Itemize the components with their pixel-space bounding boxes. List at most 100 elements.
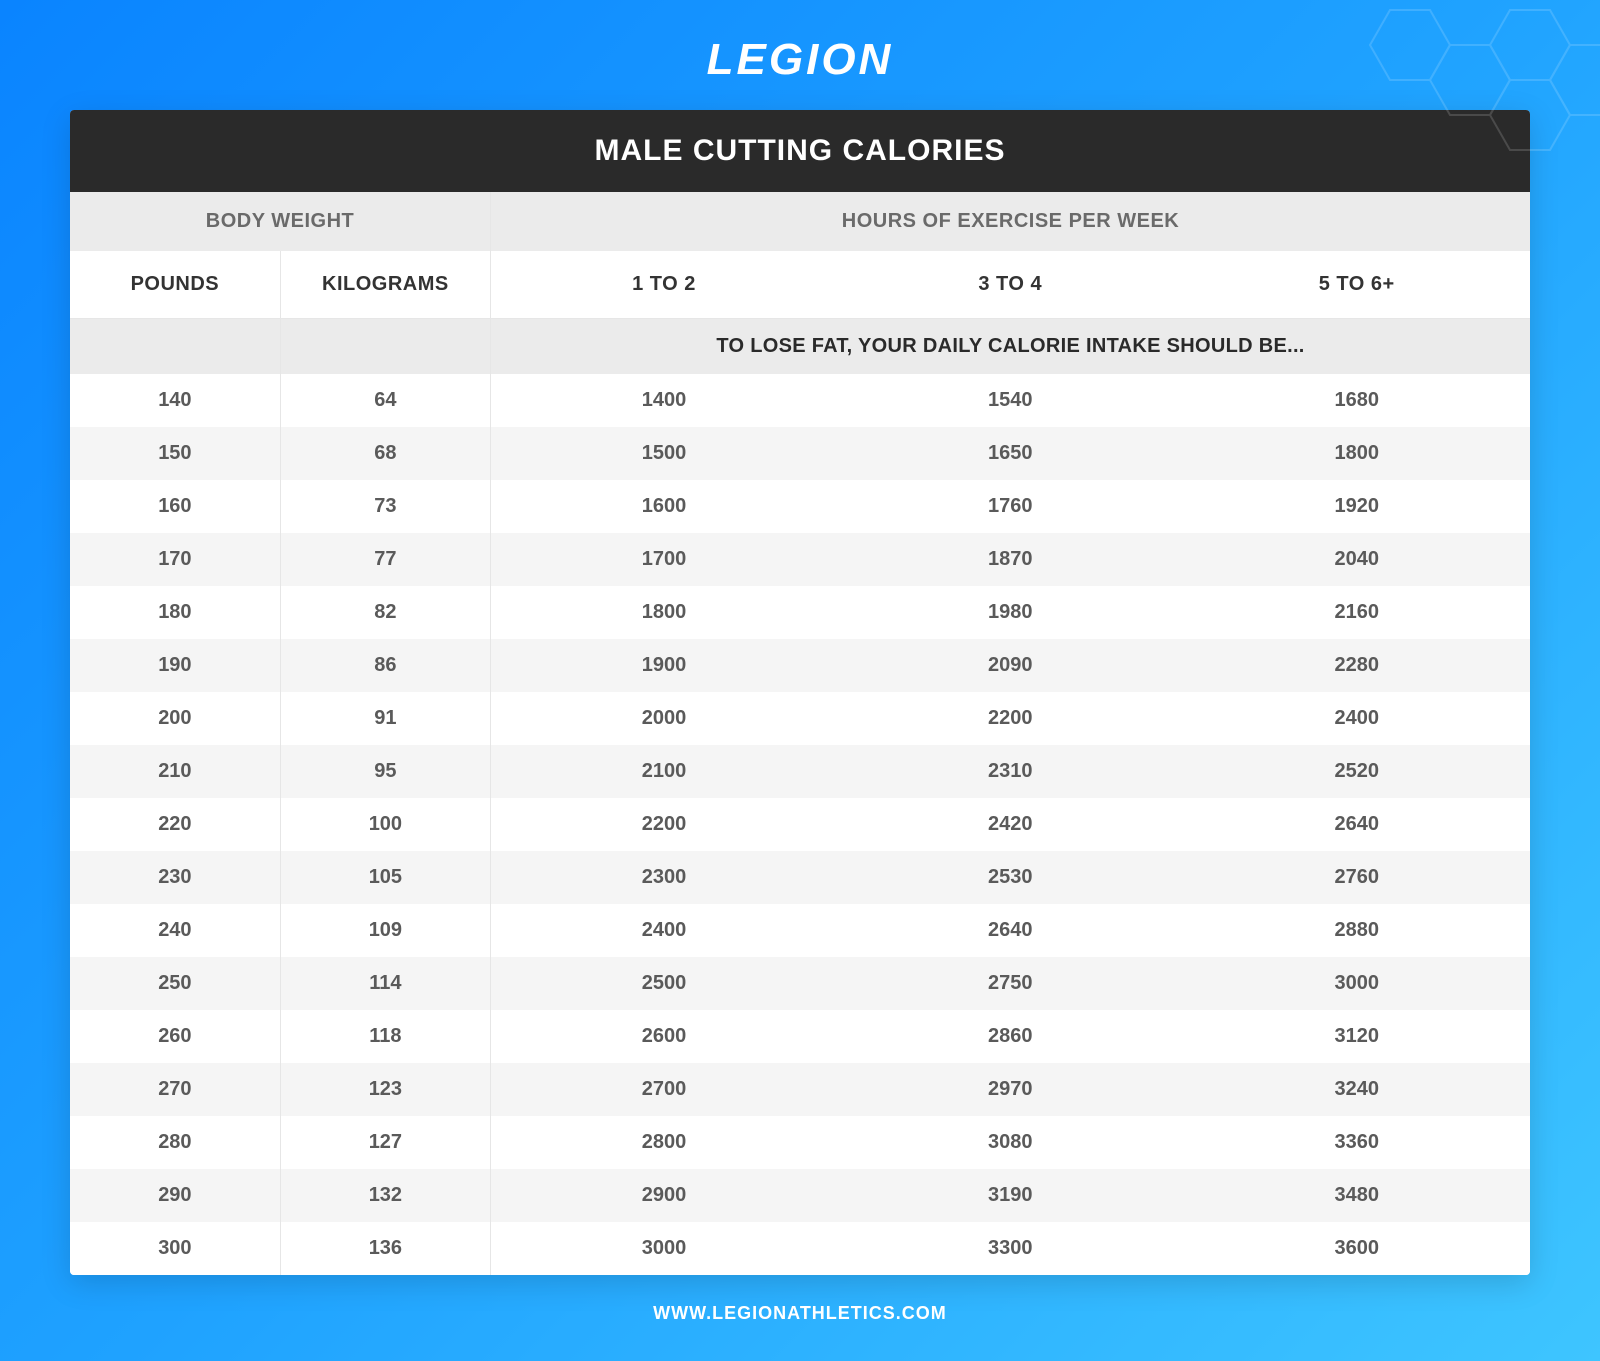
table-cell: 260 [70,1010,280,1063]
table-cell: 127 [280,1116,490,1169]
table-cell: 2280 [1183,639,1530,692]
table-row: 220100220024202640 [70,798,1530,851]
note-text: TO LOSE FAT, YOUR DAILY CALORIE INTAKE S… [491,319,1531,375]
table-cell: 123 [280,1063,490,1116]
table-cell: 91 [280,692,490,745]
table-cell: 2420 [837,798,1183,851]
brand-logo: LEGION [0,0,1600,110]
table-cell: 2640 [837,904,1183,957]
table-cell: 64 [280,374,490,427]
card-title: MALE CUTTING CALORIES [70,110,1530,192]
table-cell: 3600 [1183,1222,1530,1275]
table-cell: 290 [70,1169,280,1222]
table-cell: 1800 [491,586,837,639]
table-cell: 73 [280,480,490,533]
table-cell: 230 [70,851,280,904]
table-row: 17077170018702040 [70,533,1530,586]
table-cell: 1540 [837,374,1183,427]
table-cell: 1870 [837,533,1183,586]
table-cell: 2200 [837,692,1183,745]
table-cell: 118 [280,1010,490,1063]
table-row: 230105230025302760 [70,851,1530,904]
table-cell: 82 [280,586,490,639]
table-cell: 2640 [1183,798,1530,851]
table-cell: 86 [280,639,490,692]
note-blank-1 [70,319,280,375]
table-cell: 2600 [491,1010,837,1063]
table-row: 18082180019802160 [70,586,1530,639]
table-cell: 3000 [1183,957,1530,1010]
table-cell: 1920 [1183,480,1530,533]
footer-url: WWW.LEGIONATHLETICS.COM [0,1275,1600,1352]
table-cell: 2500 [491,957,837,1010]
note-row: TO LOSE FAT, YOUR DAILY CALORIE INTAKE S… [70,319,1530,375]
table-row: 20091200022002400 [70,692,1530,745]
table-cell: 2900 [491,1169,837,1222]
table-row: 16073160017601920 [70,480,1530,533]
table-cell: 3480 [1183,1169,1530,1222]
table-cell: 140 [70,374,280,427]
table-cell: 95 [280,745,490,798]
table-cell: 240 [70,904,280,957]
table-cell: 2700 [491,1063,837,1116]
table-cell: 105 [280,851,490,904]
table-cell: 100 [280,798,490,851]
table-cell: 250 [70,957,280,1010]
table-cell: 2860 [837,1010,1183,1063]
table-row: 14064140015401680 [70,374,1530,427]
table-row: 300136300033003600 [70,1222,1530,1275]
table-cell: 3120 [1183,1010,1530,1063]
table-cell: 270 [70,1063,280,1116]
table-cell: 1600 [491,480,837,533]
table-cell: 1760 [837,480,1183,533]
table-cell: 2400 [491,904,837,957]
table-cell: 2040 [1183,533,1530,586]
table-cell: 210 [70,745,280,798]
calorie-table: BODY WEIGHT HOURS OF EXERCISE PER WEEK P… [70,192,1530,1275]
col-kilograms: KILOGRAMS [280,251,490,319]
column-header-row: POUNDS KILOGRAMS 1 TO 2 3 TO 4 5 TO 6+ [70,251,1530,319]
table-cell: 1700 [491,533,837,586]
table-cell: 109 [280,904,490,957]
table-cell: 2970 [837,1063,1183,1116]
table-cell: 1680 [1183,374,1530,427]
table-row: 19086190020902280 [70,639,1530,692]
table-cell: 200 [70,692,280,745]
table-cell: 2520 [1183,745,1530,798]
table-cell: 132 [280,1169,490,1222]
table-cell: 180 [70,586,280,639]
table-cell: 2800 [491,1116,837,1169]
group-header-row: BODY WEIGHT HOURS OF EXERCISE PER WEEK [70,192,1530,251]
col-pounds: POUNDS [70,251,280,319]
table-cell: 68 [280,427,490,480]
table-cell: 300 [70,1222,280,1275]
table-cell: 2160 [1183,586,1530,639]
table-cell: 170 [70,533,280,586]
table-cell: 77 [280,533,490,586]
table-cell: 2760 [1183,851,1530,904]
col-3to4: 3 TO 4 [837,251,1183,319]
table-cell: 2880 [1183,904,1530,957]
table-cell: 3300 [837,1222,1183,1275]
table-row: 240109240026402880 [70,904,1530,957]
table-cell: 136 [280,1222,490,1275]
table-row: 290132290031903480 [70,1169,1530,1222]
table-cell: 2400 [1183,692,1530,745]
table-cell: 3190 [837,1169,1183,1222]
table-cell: 2000 [491,692,837,745]
table-cell: 2090 [837,639,1183,692]
table-cell: 1500 [491,427,837,480]
table-cell: 114 [280,957,490,1010]
table-cell: 1800 [1183,427,1530,480]
group-header-exercise: HOURS OF EXERCISE PER WEEK [491,192,1531,251]
col-1to2: 1 TO 2 [491,251,837,319]
table-row: 21095210023102520 [70,745,1530,798]
table-cell: 150 [70,427,280,480]
calorie-card: MALE CUTTING CALORIES BODY WEIGHT HOURS … [70,110,1530,1275]
table-cell: 280 [70,1116,280,1169]
table-row: 260118260028603120 [70,1010,1530,1063]
table-row: 250114250027503000 [70,957,1530,1010]
table-row: 280127280030803360 [70,1116,1530,1169]
table-cell: 1980 [837,586,1183,639]
table-cell: 3080 [837,1116,1183,1169]
